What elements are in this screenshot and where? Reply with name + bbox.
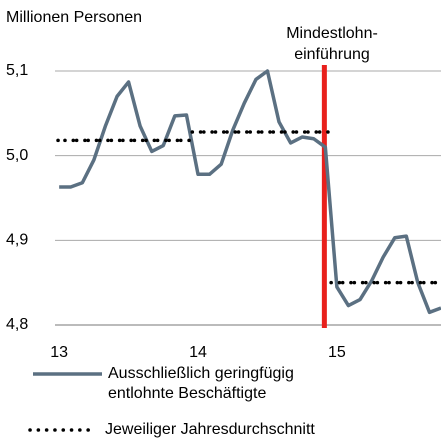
y-tick-label: 5,1 xyxy=(6,62,28,79)
chart-title: Millionen Personen xyxy=(6,9,142,26)
legend-label: Jeweiliger Jahresdurchschnitt xyxy=(105,421,315,438)
x-tick-label: 15 xyxy=(328,344,346,361)
x-tick-label: 13 xyxy=(50,344,68,361)
x-tick-label: 14 xyxy=(189,344,207,361)
y-tick-label: 4,8 xyxy=(6,316,28,333)
y-tick-label: 5,0 xyxy=(6,147,28,164)
annotation-text: Mindestlohn- xyxy=(286,25,378,42)
line-series xyxy=(59,69,441,315)
y-tick-label: 4,9 xyxy=(6,232,28,249)
legend-label: Ausschließlich geringfügig entlohnte Bes… xyxy=(108,365,294,402)
annotation-text: einführung xyxy=(294,46,370,63)
